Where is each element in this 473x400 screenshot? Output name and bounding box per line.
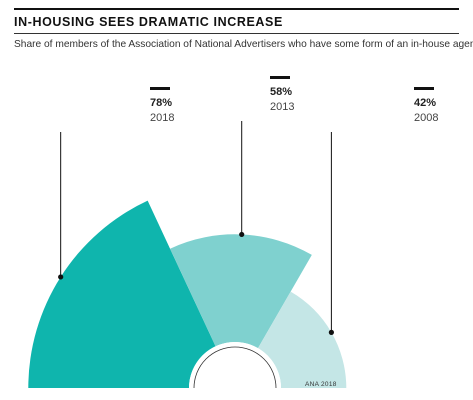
top-rule bbox=[14, 8, 459, 10]
wedge-2008 bbox=[258, 291, 347, 388]
wedge-2013 bbox=[170, 234, 312, 349]
value-label-2013: 58% bbox=[270, 86, 292, 98]
callouts-group: 78% 2018 58% 2013 42% 2008 bbox=[58, 76, 438, 335]
subtitle-rule bbox=[14, 33, 459, 34]
year-label-2008: 2008 bbox=[414, 112, 438, 124]
chart-title: IN-HOUSING SEES DRAMATIC INCREASE bbox=[14, 15, 283, 29]
callout-bar-2008 bbox=[414, 87, 434, 90]
center-ring bbox=[193, 346, 277, 389]
chart-subtitle: Share of members of the Association of N… bbox=[14, 39, 473, 50]
callout-bar-2018 bbox=[150, 87, 170, 90]
year-label-2013: 2013 bbox=[270, 101, 294, 113]
value-label-2018: 78% bbox=[150, 97, 172, 109]
year-label-2018: 2018 bbox=[150, 112, 174, 124]
callout-bar-2013 bbox=[270, 76, 290, 79]
wedges-group bbox=[28, 200, 347, 389]
wedge-2018 bbox=[28, 200, 216, 388]
source-label: ANA 2018 bbox=[305, 381, 337, 388]
value-label-2008: 42% bbox=[414, 97, 436, 109]
